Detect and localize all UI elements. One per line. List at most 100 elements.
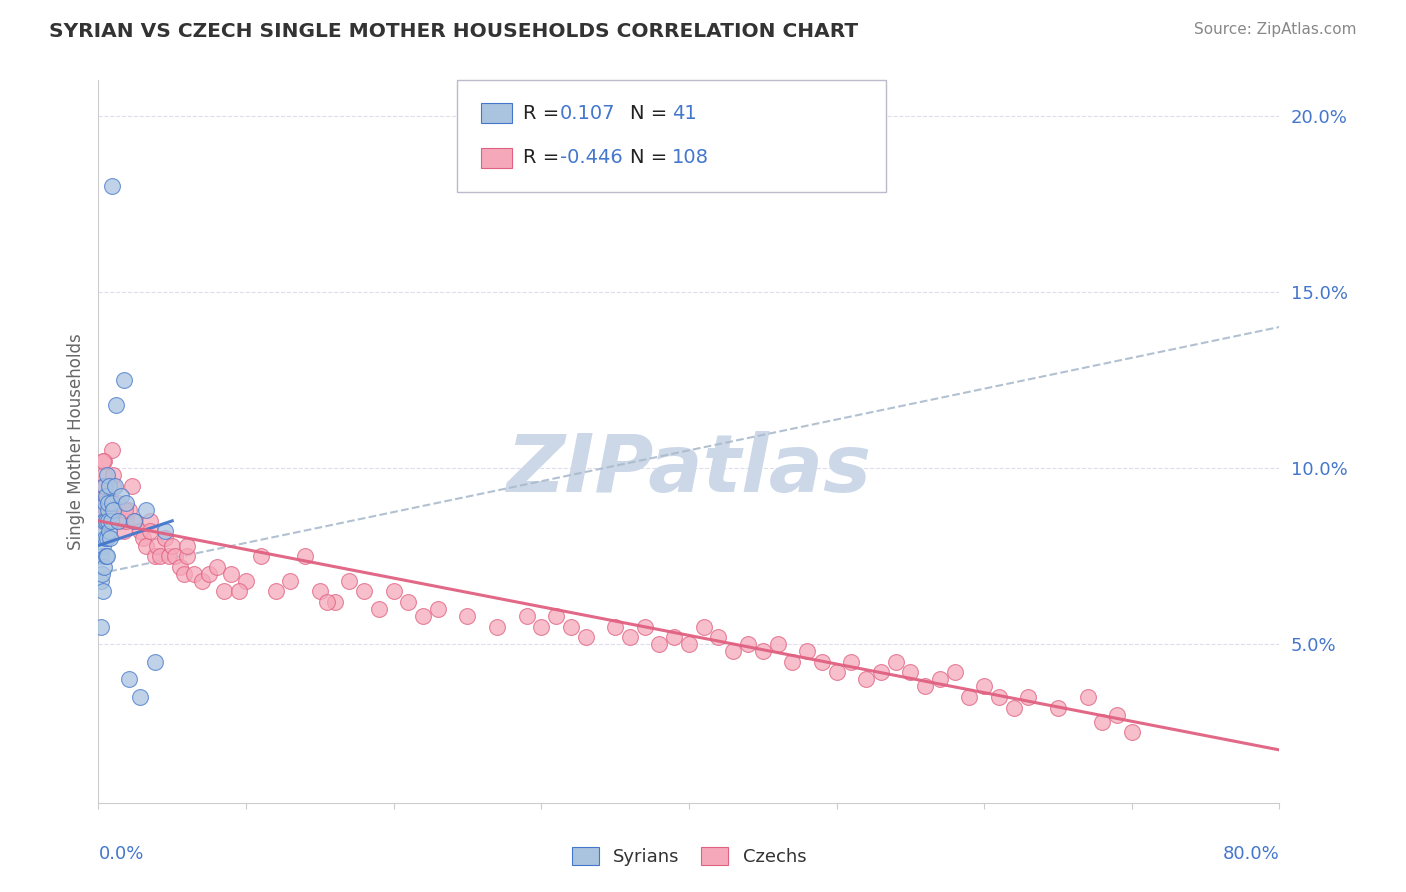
- Point: [1077, 690, 1099, 704]
- Point: [98, 514, 121, 528]
- Point: [693, 619, 716, 633]
- Point: [118, 503, 141, 517]
- Point: [678, 637, 700, 651]
- Point: [100, 179, 122, 194]
- Point: [94, 503, 117, 517]
- Text: 0.0%: 0.0%: [98, 845, 143, 863]
- Point: [353, 584, 375, 599]
- Point: [1002, 700, 1025, 714]
- Point: [811, 655, 834, 669]
- Point: [128, 690, 150, 704]
- Point: [841, 655, 863, 669]
- Point: [1091, 714, 1114, 729]
- Point: [121, 478, 143, 492]
- Point: [323, 595, 346, 609]
- Point: [90, 574, 112, 588]
- Point: [973, 680, 995, 694]
- Text: R =: R =: [523, 148, 565, 168]
- Point: [870, 665, 893, 680]
- Point: [97, 496, 120, 510]
- Point: [619, 630, 641, 644]
- Point: [766, 637, 789, 651]
- Point: [176, 539, 198, 553]
- Point: [97, 503, 120, 517]
- Point: [605, 619, 627, 633]
- Point: [96, 496, 118, 510]
- Point: [124, 514, 146, 528]
- Point: [107, 496, 129, 510]
- Point: [221, 566, 243, 581]
- Point: [100, 514, 122, 528]
- Point: [94, 549, 117, 563]
- Point: [900, 665, 922, 680]
- Text: R =: R =: [523, 103, 565, 123]
- Point: [94, 514, 117, 528]
- Point: [153, 532, 176, 546]
- Point: [530, 619, 553, 633]
- Point: [929, 673, 952, 687]
- Point: [707, 630, 730, 644]
- Point: [112, 373, 135, 387]
- Point: [103, 503, 125, 517]
- Point: [97, 503, 120, 517]
- Point: [91, 584, 114, 599]
- Text: 80.0%: 80.0%: [1223, 845, 1279, 863]
- Point: [90, 524, 112, 539]
- Point: [103, 468, 125, 483]
- Point: [884, 655, 907, 669]
- Point: [128, 524, 150, 539]
- Point: [723, 644, 745, 658]
- Point: [264, 584, 287, 599]
- Point: [100, 443, 122, 458]
- Point: [457, 609, 479, 624]
- Point: [93, 559, 115, 574]
- Point: [96, 489, 118, 503]
- Text: Source: ZipAtlas.com: Source: ZipAtlas.com: [1194, 22, 1357, 37]
- Point: [412, 609, 434, 624]
- Point: [132, 532, 155, 546]
- Point: [97, 514, 120, 528]
- Point: [139, 524, 162, 539]
- Point: [90, 496, 112, 510]
- Point: [368, 602, 391, 616]
- Y-axis label: Single Mother Households: Single Mother Households: [66, 334, 84, 549]
- Point: [1121, 725, 1143, 739]
- Point: [94, 478, 117, 492]
- Text: 41: 41: [672, 103, 697, 123]
- Point: [135, 503, 157, 517]
- Point: [153, 524, 176, 539]
- Point: [96, 468, 118, 483]
- Point: [91, 566, 114, 581]
- Point: [94, 532, 117, 546]
- Point: [107, 514, 129, 528]
- Point: [115, 496, 138, 510]
- Point: [855, 673, 877, 687]
- Point: [575, 630, 598, 644]
- Text: -0.446: -0.446: [560, 148, 623, 168]
- Point: [114, 503, 136, 517]
- Point: [191, 574, 214, 588]
- Point: [782, 655, 804, 669]
- Point: [103, 478, 125, 492]
- Point: [427, 602, 450, 616]
- Point: [143, 655, 166, 669]
- Point: [98, 478, 121, 492]
- Point: [146, 539, 169, 553]
- Text: N =: N =: [630, 148, 673, 168]
- Point: [169, 559, 191, 574]
- Point: [1018, 690, 1040, 704]
- Point: [98, 532, 121, 546]
- Point: [139, 514, 162, 528]
- Point: [91, 503, 114, 517]
- Point: [162, 539, 183, 553]
- Point: [98, 503, 121, 517]
- Point: [250, 549, 273, 563]
- Point: [149, 549, 172, 563]
- Point: [796, 644, 818, 658]
- Point: [316, 595, 339, 609]
- Point: [97, 524, 120, 539]
- Point: [90, 514, 112, 528]
- Point: [93, 454, 115, 468]
- Point: [914, 680, 936, 694]
- Point: [110, 514, 132, 528]
